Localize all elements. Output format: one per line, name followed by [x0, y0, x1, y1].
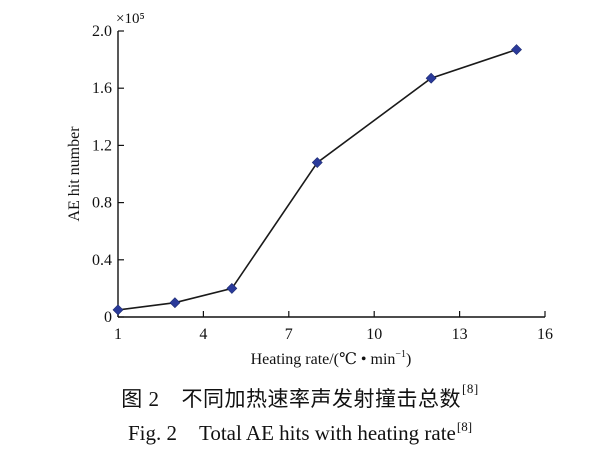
data-point-marker	[511, 44, 522, 56]
x-tick-label: 13	[452, 326, 468, 343]
y-tick-label: 0.8	[92, 195, 112, 212]
y-multiplier-label: ×10⁵	[116, 11, 145, 27]
x-tick-label: 10	[366, 326, 382, 343]
y-tick-label: 1.6	[92, 80, 112, 97]
y-axis-label: AE hit number	[66, 126, 83, 222]
x-axis-label: Heating rate/(℃ • min−1)	[251, 349, 412, 368]
caption-en-reference: [8]	[456, 419, 473, 434]
figure-caption-chinese: 图 2 不同加热速率声发射撞击总数[8]	[0, 381, 600, 413]
chart: 0 0.4 0.8 1.2 1.6 2.0 1 4 7 10 13 16 ×10⁵ AE hit n…	[66, 11, 553, 368]
x-axis-label-sup: −1	[395, 349, 406, 360]
caption-cn-reference: [8]	[462, 381, 479, 396]
caption-en-figure-number: Fig. 2	[127, 421, 177, 445]
data-point-marker	[425, 72, 437, 84]
x-axis-label-end: )	[406, 351, 411, 368]
y-tick-label: 0.4	[92, 252, 112, 269]
x-ticks: 1 4 7 10 13 16	[114, 311, 553, 343]
x-tick-label: 16	[537, 326, 553, 343]
data-point-marker	[169, 297, 181, 309]
series-ae-hits	[112, 44, 522, 316]
x-tick-label: 4	[199, 326, 207, 343]
x-tick-label: 1	[114, 326, 122, 343]
data-point-marker	[311, 157, 323, 168]
data-point-marker	[112, 304, 124, 316]
axes	[117, 31, 545, 318]
x-axis-label-main: Heating rate/(℃ • min	[251, 351, 396, 368]
y-ticks: 0 0.4 0.8 1.2 1.6 2.0	[92, 23, 124, 326]
caption-cn-figure-number: 图 2	[121, 387, 160, 411]
data-point-marker	[226, 282, 238, 294]
y-tick-label: 1.2	[92, 137, 112, 154]
caption-en-text: Total AE hits with heating rate	[198, 421, 456, 445]
series-line	[117, 48, 517, 311]
x-tick-label: 7	[285, 326, 293, 343]
figure-caption-english: Fig. 2 Total AE hits with heating rate[8]	[0, 419, 600, 446]
caption-cn-text: 不同加热速率声发射撞击总数	[181, 387, 462, 411]
y-tick-label: 0	[104, 309, 112, 326]
y-tick-label: 2.0	[92, 23, 112, 40]
